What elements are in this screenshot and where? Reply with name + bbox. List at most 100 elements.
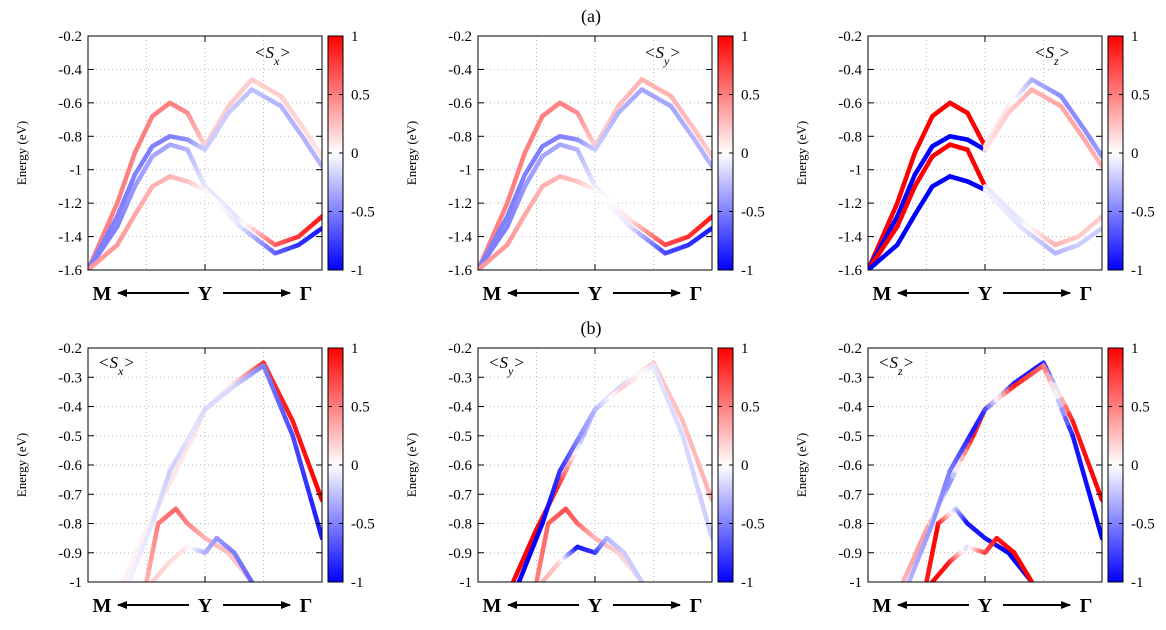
band-band5 [982, 77, 1102, 159]
band-segment [1096, 523, 1102, 541]
band-band3 [88, 142, 322, 270]
colorbar-tick-label: 0 [1131, 458, 1139, 474]
y-tick-label: -0.3 [448, 370, 472, 386]
y-tick-label: -0.4 [448, 62, 472, 78]
spin-component-label: <Sy> [644, 43, 681, 68]
band-band4 [930, 535, 1035, 582]
y-tick-label: -0.5 [838, 429, 862, 445]
y-tick-label: -1.2 [58, 196, 82, 212]
band-segment [1096, 487, 1102, 503]
band-segment [1027, 576, 1035, 582]
y-tick-label: -1.4 [58, 230, 82, 246]
y-tick-label: -1.2 [448, 196, 472, 212]
y-tick-label: -1.2 [838, 196, 862, 212]
y-tick-label: -0.6 [838, 458, 862, 474]
bands [510, 360, 712, 582]
x-tick-label: Y [588, 283, 603, 305]
band-band7 [982, 184, 1102, 248]
y-tick-label: -1.4 [448, 230, 472, 246]
y-tick-label: -0.9 [448, 546, 472, 562]
colorbar-tick-label: 0 [741, 458, 749, 474]
y-tick-label: -0.8 [838, 517, 862, 533]
y-tick-label: -0.4 [58, 62, 82, 78]
colorbar-tick-label: -0.5 [741, 517, 765, 533]
band-band6 [982, 87, 1102, 169]
band-band2 [906, 363, 1102, 582]
y-tick-label: -1 [460, 163, 473, 179]
band-band2 [88, 87, 322, 270]
colorbar-tick-label: 1 [741, 341, 749, 357]
spin-component-label: <Sz> [878, 353, 914, 378]
y-tick-label: -0.8 [58, 517, 82, 533]
colorbar-tick-label: 0.5 [1131, 88, 1150, 104]
spin-component-label: <Sz> [1034, 43, 1070, 68]
y-tick-label: -0.8 [838, 129, 862, 145]
x-tick-label: Y [978, 283, 993, 305]
y-tick-label: -1 [850, 575, 863, 591]
y-tick-label: -1.4 [838, 230, 862, 246]
band-band4 [150, 535, 255, 582]
bands [900, 360, 1102, 582]
y-tick-label: -0.7 [838, 487, 862, 503]
y-tick-label: -0.2 [58, 29, 82, 45]
colorbar-tick-label: -1 [1131, 263, 1144, 279]
spin-component-label: <Sx> [254, 43, 291, 68]
colorbar-tick-label: 1 [1131, 29, 1139, 45]
band-band4 [540, 535, 645, 582]
x-tick-label: M [93, 283, 112, 305]
band-band4 [88, 174, 322, 270]
bands [88, 77, 322, 270]
y-tick-label: -0.4 [58, 400, 82, 416]
colorbar-tick-label: 1 [351, 341, 359, 357]
band-band2 [126, 363, 322, 582]
panel-label-a: (a) [581, 6, 601, 27]
bands [478, 77, 712, 270]
colorbar-tick-label: -0.5 [351, 205, 375, 221]
panel-b-sz: -0.2 -0.3 -0.4 -0.5 -0.6 -0.7 -0.8 -0.9 -1 Energy… [794, 341, 1155, 617]
y-tick-label: -0.3 [58, 370, 82, 386]
y-tick-label: -0.6 [838, 96, 862, 112]
y-tick-label: -0.2 [838, 29, 862, 45]
y-axis-label: Energy (eV) [14, 121, 29, 185]
band-segment [706, 523, 712, 541]
y-tick-label: -0.5 [448, 429, 472, 445]
y-axis-label: Energy (eV) [404, 433, 419, 497]
y-tick-label: -0.5 [58, 429, 82, 445]
colorbar-tick-label: -1 [351, 575, 364, 591]
colorbar-tick-label: 1 [351, 29, 359, 45]
y-tick-label: -0.4 [838, 400, 862, 416]
panel-b-sx: -0.2 -0.3 -0.4 -0.5 -0.6 -0.7 -0.8 -0.9 -1 Energy… [14, 341, 375, 617]
colorbar-tick-label: -0.5 [1131, 205, 1155, 221]
x-tick-label: M [483, 283, 502, 305]
y-tick-label: -1.6 [838, 263, 862, 279]
x-tick-label: M [93, 595, 112, 617]
y-tick-label: -0.8 [448, 517, 472, 533]
colorbar-tick-label: 0.5 [1131, 400, 1150, 416]
y-tick-label: -1 [70, 575, 83, 591]
colorbar-tick-label: 0 [351, 458, 359, 474]
x-tick-label: M [873, 283, 892, 305]
band-band4 [868, 174, 988, 270]
x-tick-label: Γ [300, 595, 313, 617]
y-tick-label: -0.6 [58, 96, 82, 112]
band-segment [706, 487, 712, 503]
panel-label-b: (b) [581, 318, 602, 339]
band-band8 [982, 187, 1102, 256]
panel-a-sy: -0.2 -0.4 -0.6 -0.8 -1 -1.2 -1.4 -1.6 Energy (eV… [404, 29, 765, 305]
x-tick-label: Γ [690, 595, 703, 617]
colorbar-tick-label: -0.5 [351, 517, 375, 533]
x-tick-label: M [873, 595, 892, 617]
y-tick-label: -0.3 [838, 370, 862, 386]
colorbar-tick-label: 0.5 [741, 400, 760, 416]
band-band2 [868, 134, 988, 270]
y-tick-label: -0.4 [448, 400, 472, 416]
x-tick-label: M [483, 595, 502, 617]
y-tick-label: -1 [850, 163, 863, 179]
colorbar-tick-label: -1 [1131, 575, 1144, 591]
y-tick-label: -0.2 [448, 29, 472, 45]
x-tick-label: Γ [690, 283, 703, 305]
x-tick-label: Y [978, 595, 993, 617]
x-tick-label: Y [198, 283, 213, 305]
y-tick-label: -0.7 [448, 487, 472, 503]
x-tick-label: Γ [1080, 595, 1093, 617]
